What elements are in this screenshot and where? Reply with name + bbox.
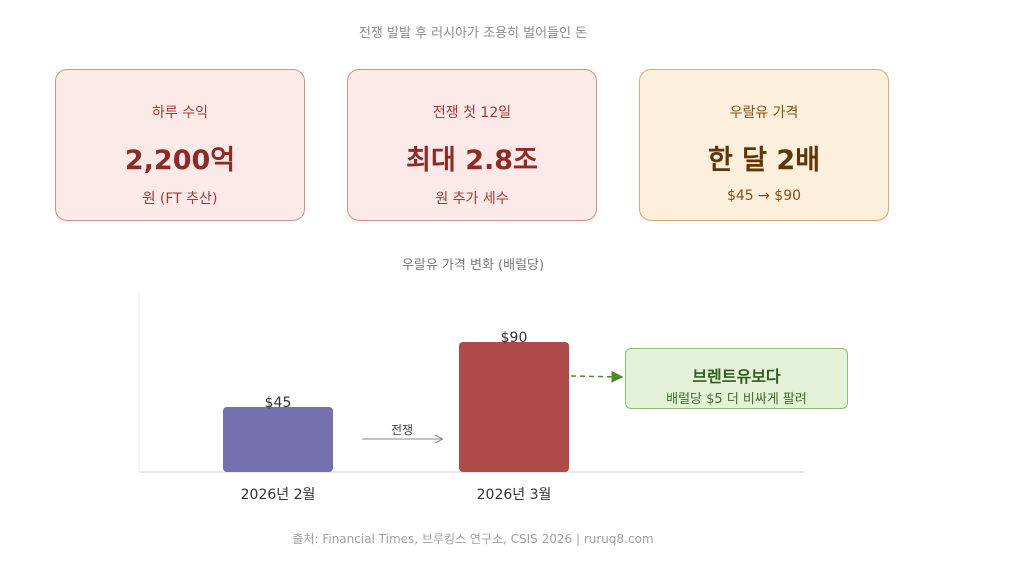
x-tick-label: 2026년 2월 (241, 487, 316, 503)
chart-title: 우랄유 가격 변화 (배럴당) (401, 258, 545, 273)
stat-value: 한 달 2배 (707, 145, 821, 176)
stat-value: 최대 2.8조 (406, 145, 538, 176)
stat-label: 하루 수익 (152, 105, 208, 121)
stat-label: 전쟁 첫 12일 (432, 105, 512, 121)
page-title: 전쟁 발발 후 러시아가 조용히 벌어들인 돈 (358, 26, 588, 41)
bar-2 (459, 342, 569, 472)
x-tick-label: 2026년 3월 (477, 487, 552, 503)
stat-sub: 원 추가 세수 (435, 191, 509, 207)
war-arrow-label: 전쟁 (391, 423, 413, 437)
callout-title: 브렌트유보다 (692, 367, 781, 386)
bar-value-label: $45 (265, 395, 292, 411)
callout-connector-arrow (570, 370, 624, 383)
stat-card-urals-price: 우랄유 가격 한 달 2배 $45 → $90 (639, 69, 889, 221)
stat-card-first-12-days: 전쟁 첫 12일 최대 2.8조 원 추가 세수 (347, 69, 597, 221)
callout-box: 브렌트유보다 배럴당 $5 더 비싸게 팔려 (625, 348, 848, 409)
bar-value-label: $90 (501, 330, 528, 346)
stat-sub: $45 → $90 (726, 188, 802, 204)
stat-sub: 원 (FT 추산) (142, 191, 218, 207)
bar-1 (223, 407, 333, 472)
stat-card-daily-revenue: 하루 수익 2,200억 원 (FT 추산) (55, 69, 305, 221)
stat-value: 2,200억 (124, 145, 236, 176)
source-note: 출처: Financial Times, 브루킹스 연구소, CSIS 2026… (292, 532, 654, 546)
stat-label: 우랄유 가격 (729, 105, 799, 121)
callout-text: 배럴당 $5 더 비싸게 팔려 (666, 392, 807, 407)
